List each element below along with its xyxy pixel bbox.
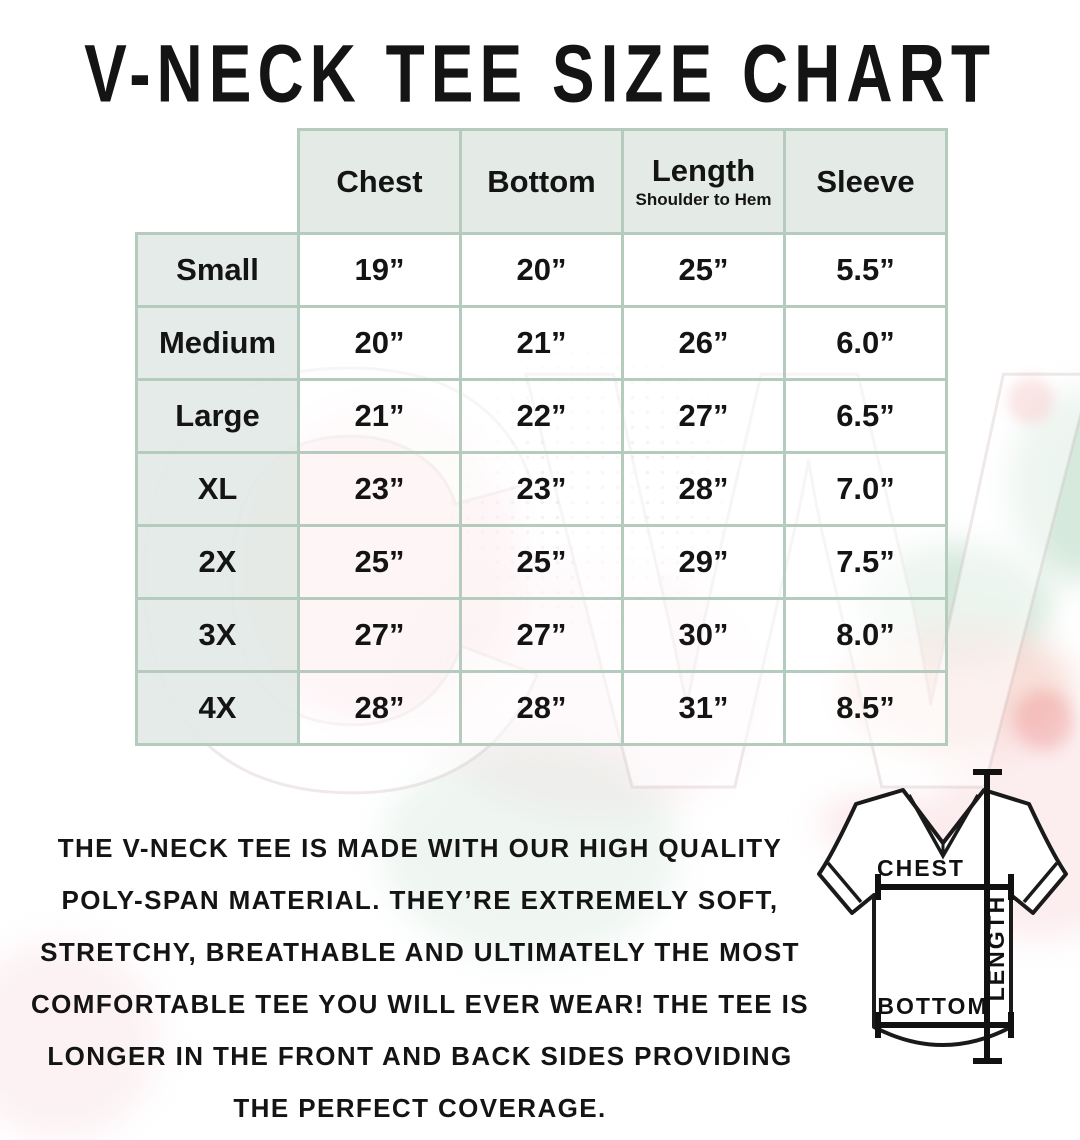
value-cell: 25” [621, 232, 786, 308]
column-header-length-title: Length [651, 153, 756, 188]
value-cell: 31” [621, 670, 786, 746]
value-cell: 27” [297, 597, 462, 673]
value-cell: 22” [459, 378, 624, 454]
value-cell: 25” [459, 524, 624, 600]
value-cell: 27” [621, 378, 786, 454]
column-header-bottom: Bottom [459, 128, 624, 235]
table-row: Medium 20” 21” 26” 6.0” [135, 305, 948, 381]
table-header-row: Chest Bottom Length Shoulder to Hem Slee… [137, 128, 948, 235]
size-label-cell: XL [135, 451, 300, 527]
value-cell: 6.5” [783, 378, 948, 454]
column-header-length: Length Shoulder to Hem [621, 128, 786, 235]
column-header-sleeve: Sleeve [783, 128, 948, 235]
watermark-flower-dot [1014, 690, 1074, 750]
watermark-cactus-blob [1010, 390, 1080, 580]
value-cell: 25” [297, 524, 462, 600]
value-cell: 20” [459, 232, 624, 308]
tee-left-cuff-line [826, 861, 863, 904]
value-cell: 21” [297, 378, 462, 454]
table-row: 4X 28” 28” 31” 8.5” [135, 670, 948, 746]
value-cell: 28” [621, 451, 786, 527]
table-corner-cell [137, 130, 299, 234]
value-cell: 8.5” [783, 670, 948, 746]
value-cell: 23” [459, 451, 624, 527]
size-label-cell: Large [135, 378, 300, 454]
column-header-chest: Chest [297, 128, 462, 235]
value-cell: 8.0” [783, 597, 948, 673]
tee-measurement-diagram: CHEST BOTTOM LENGTH [817, 769, 1068, 1064]
value-cell: 7.0” [783, 451, 948, 527]
value-cell: 28” [297, 670, 462, 746]
size-label-cell: 3X [135, 597, 300, 673]
product-description: THE V-NECK TEE IS MADE WITH OUR HIGH QUA… [31, 833, 809, 1123]
value-cell: 21” [459, 305, 624, 381]
value-cell: 6.0” [783, 305, 948, 381]
value-cell: 29” [621, 524, 786, 600]
table-row: 2X 25” 25” 29” 7.5” [135, 524, 948, 600]
value-cell: 5.5” [783, 232, 948, 308]
size-label-cell: 2X [135, 524, 300, 600]
table-row: Large 21” 22” 27” 6.5” [135, 378, 948, 454]
chest-label: CHEST [877, 855, 965, 881]
value-cell: 19” [297, 232, 462, 308]
value-cell: 28” [459, 670, 624, 746]
value-cell: 30” [621, 597, 786, 673]
size-chart-page: CW V-NECK TEE SIZE CHART Chest Bottom Le… [0, 27, 1080, 1140]
table-row: Small 19” 20” 25” 5.5” [135, 232, 948, 308]
size-label-cell: Medium [135, 305, 300, 381]
column-header-length-note: Shoulder to Hem [635, 190, 772, 209]
size-chart-table: Chest Bottom Length Shoulder to Hem Slee… [135, 128, 948, 746]
value-cell: 7.5” [783, 524, 948, 600]
watermark-flower-dot [1008, 378, 1054, 424]
table-row: 3X 27” 27” 30” 8.0” [135, 597, 948, 673]
length-label: LENGTH [983, 895, 1009, 1002]
page-title: V-NECK TEE SIZE CHART [84, 27, 996, 120]
size-label-cell: 4X [135, 670, 300, 746]
table-row: XL 23” 23” 28” 7.0” [135, 451, 948, 527]
bottom-label: BOTTOM [877, 993, 988, 1019]
value-cell: 20” [297, 305, 462, 381]
value-cell: 23” [297, 451, 462, 527]
size-label-cell: Small [135, 232, 300, 308]
value-cell: 27” [459, 597, 624, 673]
value-cell: 26” [621, 305, 786, 381]
